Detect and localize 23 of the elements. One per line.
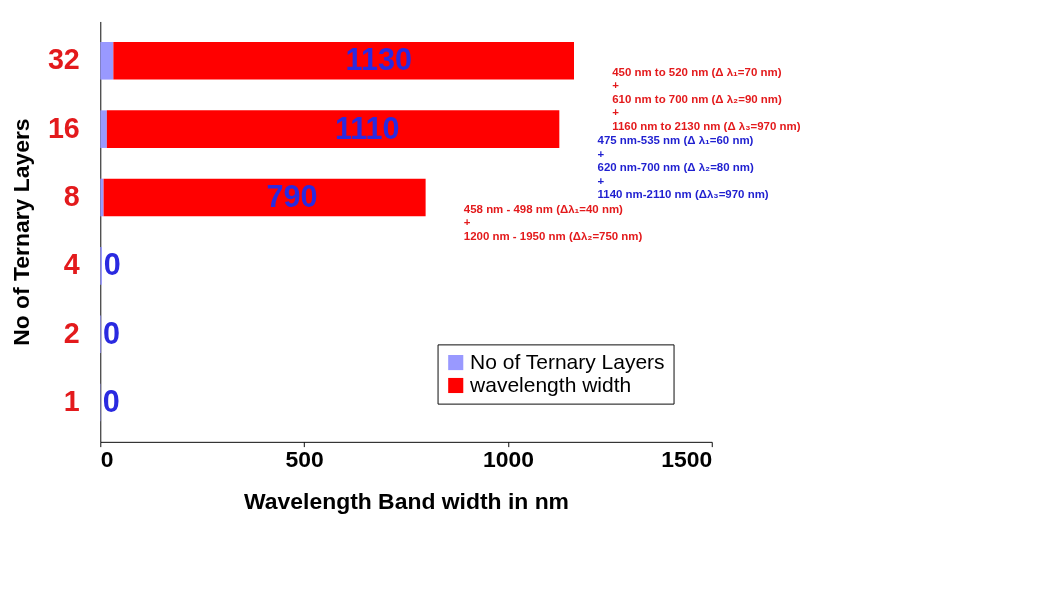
y-tick-label: 8 [63,180,80,213]
legend-label: wavelength width [469,373,632,397]
data-label: 1110 [334,110,400,145]
y-axis-title: No of Ternary Layers [7,118,34,346]
y-tick-label: 32 [47,43,80,76]
data-label: 0 [103,247,121,282]
y-tick-label: 2 [63,316,80,349]
annotation: 475 nm-535 nm (Δ λ₁=60 nm) + 620 nm-700 nm (Δ λ₂=80 nm) + 1140 nm-2110 nm (Δλ₃=970 nm) [597,134,769,200]
annotation: 450 nm to 520 nm (Δ λ₁=70 nm) + 610 nm to 700 nm (Δ λ₂=90 nm) + 1160 nm to 2130 nm (Δ λ₃=970 nm) [612,66,801,132]
annotation: 458 nm - 498 nm (Δλ₁=40 nm) + 1200 nm - 1950 nm (Δλ₂=750 nm) [463,202,643,242]
x-tick-label: 500 [285,446,324,473]
x-tick-label: 1000 [482,446,534,473]
data-label: 0 [103,315,121,350]
x-axis-title: Wavelength Band width in nm [244,488,569,515]
data-label: 790 [266,179,318,214]
x-tick-label: 0 [100,446,114,473]
y-tick-label: 16 [47,111,80,144]
x-tick-label: 1500 [661,446,713,473]
y-tick-label: 1 [63,385,80,418]
data-label: 1130 [345,42,412,77]
y-tick-label: 4 [63,248,80,281]
legend-label: No of Ternary Layers [470,350,665,374]
data-label: 0 [102,384,120,419]
